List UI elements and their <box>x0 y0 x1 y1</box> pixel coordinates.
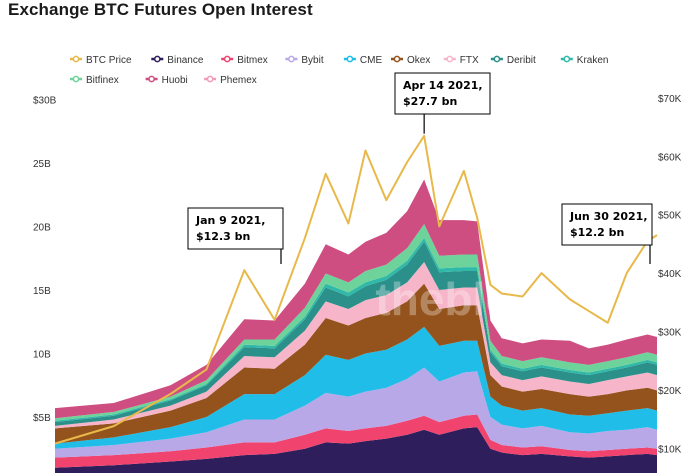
series-area-ftx <box>55 262 657 429</box>
annotation-text: Jan 9 2021, <box>195 214 265 227</box>
legend-swatch-dot <box>72 55 80 63</box>
y-left-tick-label: $30B <box>33 96 57 107</box>
legend-item-kraken: Kraken <box>560 55 609 66</box>
legend-item-deribit: Deribit <box>490 55 536 66</box>
y-right-tick-label: $60K <box>658 152 682 163</box>
legend-label: FTX <box>460 55 479 66</box>
y-right-tick-label: $70K <box>658 94 682 105</box>
annotation-box <box>187 207 284 250</box>
legend-item-okex: Okex <box>391 55 430 66</box>
legend-label: Bitmex <box>237 55 268 66</box>
y-left-tick-label: 20B <box>33 223 51 234</box>
annotation-text: $12.2 bn <box>570 226 624 239</box>
y-left-tick-label: 25B <box>33 159 51 170</box>
legend-item-ftx: FTX <box>443 55 479 66</box>
legend-item-huobi: Huobi <box>145 75 188 86</box>
legend-item-bitfinex: Bitfinex <box>70 75 119 86</box>
legend-item-btc-price: BTC Price <box>70 55 132 66</box>
annotation-text: Jun 30 2021, <box>569 210 648 223</box>
legend-label: Deribit <box>507 55 536 66</box>
legend-label: CME <box>360 55 383 66</box>
legend-swatch-dot <box>72 75 80 83</box>
annotation-callout: Jun 30 2021, $12.2 bn <box>561 203 653 264</box>
annotation-box <box>561 203 653 246</box>
series-area-okex <box>55 283 657 444</box>
legend-label: Okex <box>407 55 430 66</box>
y-right-tick-label: $10K <box>658 444 682 455</box>
legend-item-bitmex: Bitmex <box>221 55 268 66</box>
series-area-binance <box>55 427 657 473</box>
annotation-text: $27.7 bn <box>403 95 457 108</box>
annotation-callout: Apr 14 2021, $27.7 bn <box>394 72 491 134</box>
legend-label: BTC Price <box>86 55 132 66</box>
legend-swatch-dot <box>288 55 295 63</box>
y-right-tick-label: $40K <box>658 269 682 280</box>
y-left-tick-label: 15B <box>33 286 51 297</box>
annotation-text: Apr 14 2021, <box>403 79 483 92</box>
legend-item-binance: Binance <box>151 55 204 66</box>
legend-swatch-dot <box>493 55 501 63</box>
chart-title: Exchange BTC Futures Open Interest <box>8 0 313 19</box>
y-right-tick-label: $20K <box>658 386 682 397</box>
area-layers <box>55 179 657 473</box>
legend-swatch-dot <box>446 55 454 63</box>
legend-swatch-dot <box>563 55 571 63</box>
y-right-tick-label: $30K <box>658 328 682 339</box>
legend-item-bybit: Bybit <box>285 55 324 66</box>
legend-label: Kraken <box>577 55 609 66</box>
series-area-bitmex <box>55 414 657 468</box>
legend-swatch-dot <box>223 55 231 63</box>
annotation-text: $12.3 bn <box>196 230 250 243</box>
btc-price-line <box>54 134 658 445</box>
legend-item-cme: CME <box>343 55 383 66</box>
y-left-tick-label: $5B <box>33 413 51 424</box>
legend-swatch-dot <box>153 55 161 63</box>
legend-label: Huobi <box>162 75 188 86</box>
series-area-cme <box>55 326 657 449</box>
annotation-box <box>394 72 491 115</box>
legend-swatch-dot <box>393 55 401 63</box>
series-area-bybit <box>55 367 657 458</box>
legend-label: Phemex <box>220 75 257 86</box>
annotation-callout: Jan 9 2021, $12.3 bn <box>187 207 284 264</box>
legend-label: Bybit <box>301 55 323 66</box>
legend-swatch-dot <box>148 75 155 83</box>
legend-label: Binance <box>167 55 204 66</box>
y-right-tick-label: $50K <box>658 211 682 222</box>
legend-swatch-dot <box>346 55 354 63</box>
legend-swatch-dot <box>206 75 214 83</box>
legend-label: Bitfinex <box>86 75 119 86</box>
y-left-tick-label: 10B <box>33 350 51 361</box>
legend-item-phemex: Phemex <box>204 75 257 86</box>
